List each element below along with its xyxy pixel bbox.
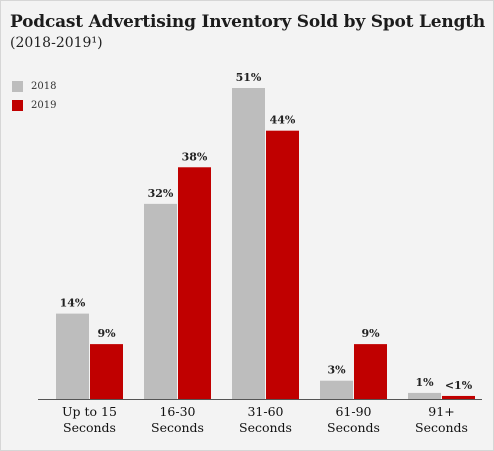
category-label-0-1: Seconds bbox=[63, 420, 116, 435]
data-label-2019-2: 44% bbox=[270, 114, 296, 127]
legend: 2018 2019 bbox=[12, 77, 56, 115]
category-label-4-1: Seconds bbox=[415, 420, 468, 435]
bar-2018-2 bbox=[232, 88, 265, 399]
data-label-2019-3: 9% bbox=[361, 327, 380, 340]
data-label-2018-0: 14% bbox=[60, 297, 86, 310]
bar-2018-4 bbox=[408, 392, 441, 399]
bar-2018-3 bbox=[320, 380, 353, 399]
bar-2019-1 bbox=[178, 167, 211, 399]
data-label-2018-2: 51% bbox=[236, 71, 262, 84]
chart-title: Podcast Advertising Inventory Sold by Sp… bbox=[10, 12, 486, 32]
category-label-0-0: Up to 15 bbox=[62, 404, 117, 419]
legend-label-2019: 2019 bbox=[31, 99, 57, 111]
category-label-1-0: 16-30 bbox=[159, 404, 195, 419]
data-label-2019-0: 9% bbox=[97, 327, 116, 340]
bar-2019-3 bbox=[354, 344, 387, 399]
data-label-2018-4: 1% bbox=[415, 376, 434, 389]
legend-item-2019: 2019 bbox=[12, 96, 56, 114]
legend-item-2018: 2018 bbox=[12, 77, 56, 95]
data-label-2019-1: 38% bbox=[182, 150, 208, 163]
bar-2018-1 bbox=[144, 203, 177, 399]
legend-swatch-2019 bbox=[12, 99, 23, 111]
category-label-2-1: Seconds bbox=[239, 420, 292, 435]
bar-2019-2 bbox=[266, 130, 299, 399]
legend-swatch-2018 bbox=[12, 80, 23, 92]
category-label-3-1: Seconds bbox=[327, 420, 380, 435]
category-label-4-0: 91+ bbox=[428, 404, 454, 419]
category-label-2-0: 31-60 bbox=[247, 404, 283, 419]
category-label-3-0: 61-90 bbox=[335, 404, 371, 419]
bar-2018-0 bbox=[56, 313, 89, 399]
bar-2019-4 bbox=[442, 395, 475, 399]
data-label-2018-3: 3% bbox=[327, 364, 346, 377]
bar-2019-0 bbox=[90, 344, 123, 399]
data-label-2018-1: 32% bbox=[148, 187, 174, 200]
legend-label-2018: 2018 bbox=[31, 80, 57, 92]
chart-subtitle: (2018-2019¹) bbox=[10, 35, 103, 51]
data-label-2019-4: <1% bbox=[445, 379, 473, 392]
category-label-1-1: Seconds bbox=[151, 420, 204, 435]
